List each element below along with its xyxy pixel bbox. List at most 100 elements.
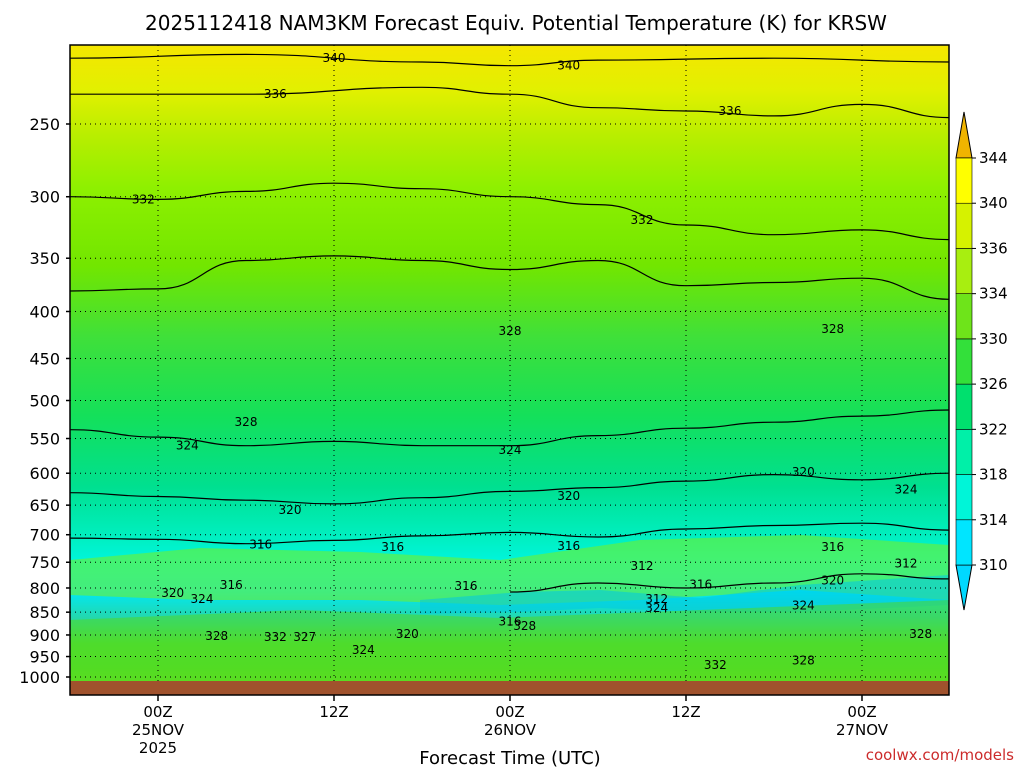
x-tick-label: 12Z xyxy=(319,703,348,721)
contour-label: 328 xyxy=(821,322,844,336)
contour-label: 320 xyxy=(557,489,580,503)
x-tick-label: 27NOV xyxy=(836,721,889,739)
contour-label: 328 xyxy=(235,415,258,429)
contour-label: 324 xyxy=(792,599,815,613)
y-tick-label: 800 xyxy=(29,579,60,598)
y-tick-label: 900 xyxy=(29,626,60,645)
contour-line-332 xyxy=(70,182,949,241)
colorbar-segment xyxy=(955,519,973,566)
colorbar-tick-label: 318 xyxy=(979,466,1008,484)
credit-text: coolwx.com/models xyxy=(866,746,1014,764)
contour-label: 320 xyxy=(792,465,815,479)
x-tick-label: 00Z xyxy=(143,703,172,721)
y-tick-label: 600 xyxy=(29,464,60,483)
contour-label: 316 xyxy=(499,614,522,628)
colorbar-tick-label: 326 xyxy=(979,375,1008,393)
contour-label: 324 xyxy=(895,483,918,497)
contour-label: 336 xyxy=(264,87,287,101)
y-tick-label: 750 xyxy=(29,553,60,572)
colorbar-segment xyxy=(955,293,973,340)
contour-label: 320 xyxy=(279,503,302,517)
contour-label: 320 xyxy=(821,573,844,587)
contour-label: 328 xyxy=(909,627,932,641)
contour-label: 336 xyxy=(719,104,742,118)
contour-label: 320 xyxy=(161,586,184,600)
contour-labels: 340 340 336 336 332 332 328 328 328 324 324 324 320 3… xyxy=(132,51,932,672)
y-tick-label: 250 xyxy=(29,115,60,134)
x-tick-label: 12Z xyxy=(671,703,700,721)
x-tick-label: 00Z xyxy=(495,703,524,721)
contour-label: 340 xyxy=(323,51,346,65)
x-tick-label: 2025 xyxy=(139,739,177,757)
x-axis-label: Forecast Time (UTC) xyxy=(419,748,600,768)
contour-label: 316 xyxy=(455,579,478,593)
colorbar-segment xyxy=(955,202,973,249)
contour-label: 324 xyxy=(191,592,214,606)
chart-title: 2025112418 NAM3KM Forecast Equiv. Potent… xyxy=(145,11,887,35)
contour-label: 312 xyxy=(631,559,654,573)
contour-label: 327 xyxy=(293,630,316,644)
colorbar-segment xyxy=(955,383,973,430)
contour-label: 316 xyxy=(557,539,580,553)
colorbar-segment xyxy=(955,429,973,475)
contour-label: 324 xyxy=(499,443,522,457)
y-tick-label: 450 xyxy=(29,349,60,368)
contour-label: 316 xyxy=(821,540,844,554)
contour-lines xyxy=(70,53,949,593)
contour-label: 328 xyxy=(513,619,536,633)
y-tick-label: 350 xyxy=(29,249,60,268)
contour-label: 316 xyxy=(220,578,243,592)
colorbar-tick-label: 340 xyxy=(979,194,1008,212)
x-tick-label: 26NOV xyxy=(484,721,537,739)
colorbar-tick-label: 336 xyxy=(979,239,1008,257)
colorbar-tick-label: 310 xyxy=(979,556,1008,574)
contour-label: 316 xyxy=(381,540,404,554)
contour-label: 328 xyxy=(499,324,522,338)
x-tick-label: 00Z xyxy=(847,703,876,721)
colorbar: 310 314 318 322 326 330 334 336 340 344 xyxy=(955,111,1008,611)
grid xyxy=(70,45,949,695)
colorbar-tick-label: 344 xyxy=(979,149,1008,167)
contour-label: 324 xyxy=(645,601,668,615)
colorbar-tick-label: 322 xyxy=(979,420,1008,438)
contour-line-316 xyxy=(70,522,949,545)
contour-label: 312 xyxy=(895,556,918,570)
contour-label: 316 xyxy=(249,537,272,551)
colorbar-segment xyxy=(955,474,973,521)
y-tick-label: 650 xyxy=(29,496,60,515)
contour-label: 332 xyxy=(704,658,727,672)
colorbar-segment xyxy=(955,157,973,204)
contour-line-336 xyxy=(70,86,949,119)
x-tick-label: 25NOV xyxy=(132,721,185,739)
contour-line-340 xyxy=(70,53,949,67)
contour-label: 332 xyxy=(132,192,155,206)
colorbar-bottom-arrow xyxy=(955,564,973,611)
contour-label: 332 xyxy=(631,213,654,227)
y-tick-label: 950 xyxy=(29,648,60,667)
colorbar-tick-label: 330 xyxy=(979,330,1008,348)
contour-label: 320 xyxy=(396,627,419,641)
y-tick-label: 850 xyxy=(29,603,60,622)
colorbar-top-arrow xyxy=(955,111,973,159)
contour-label: 312 xyxy=(645,592,668,606)
colorbar-tick-label: 334 xyxy=(979,285,1008,303)
contour-label: 324 xyxy=(352,643,375,657)
y-tick-label: 700 xyxy=(29,526,60,545)
contour-line-312 xyxy=(509,573,949,593)
y-tick-label: 300 xyxy=(29,188,60,207)
contour-line-324 xyxy=(70,409,949,447)
contour-label: 316 xyxy=(689,577,712,591)
colorbar-tick-label: 314 xyxy=(979,511,1008,529)
contour-label: 324 xyxy=(176,439,199,453)
field-patch-1 xyxy=(420,575,949,614)
y-tick-label: 400 xyxy=(29,302,60,321)
y-tick-label: 500 xyxy=(29,392,60,411)
contour-line-328 xyxy=(70,255,949,300)
colorbar-segment xyxy=(955,248,973,294)
contour-line-320 xyxy=(70,472,949,505)
plot-area: 340 340 336 336 332 332 328 328 328 324 324 324 320 3… xyxy=(70,45,949,695)
contour-label: 328 xyxy=(792,654,815,668)
contour-label: 340 xyxy=(557,59,580,73)
